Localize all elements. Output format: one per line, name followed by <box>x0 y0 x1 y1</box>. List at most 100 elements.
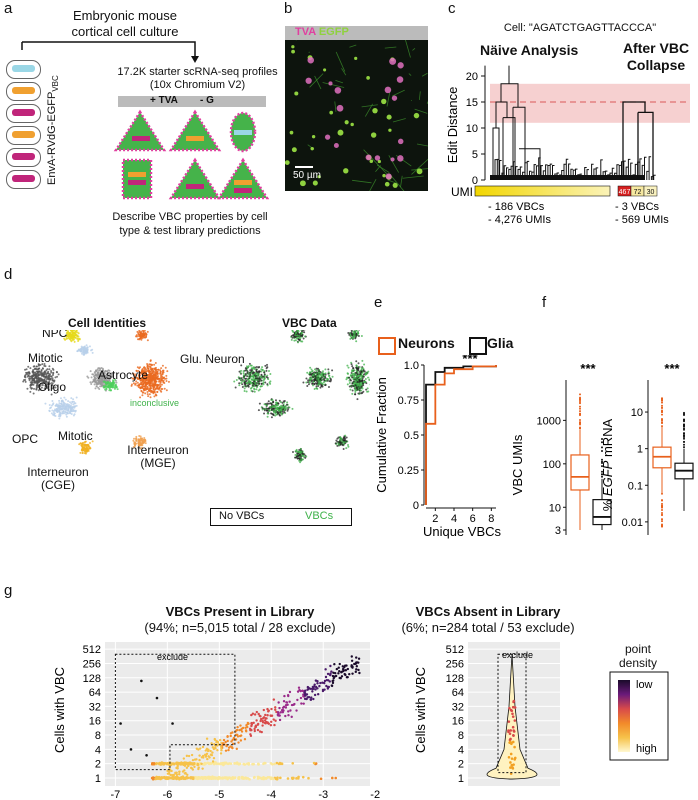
mitotic-cluster <box>58 406 61 409</box>
no-vbc-point <box>245 379 248 382</box>
scatter-point <box>247 722 250 725</box>
y-tick-label: 0 <box>413 500 419 512</box>
neuron-cluster <box>142 334 145 337</box>
vbc-point <box>259 385 262 388</box>
neuron-cluster <box>159 369 162 372</box>
neuron-cluster <box>147 367 150 370</box>
neurite <box>405 40 411 58</box>
vbc-point <box>355 330 358 332</box>
oligo-cluster <box>24 376 27 379</box>
mge-cluster <box>139 435 142 438</box>
neuron-cluster <box>145 379 148 382</box>
dendro-leaf <box>568 163 571 180</box>
scatter-point <box>218 738 222 742</box>
neuron-cluster <box>137 335 140 338</box>
mitotic-cluster <box>85 344 88 347</box>
oligo-cluster <box>38 379 41 382</box>
scatter-point <box>171 773 174 777</box>
egfp-cell <box>310 146 314 151</box>
neuron-cluster <box>156 372 159 375</box>
oligo-cluster <box>24 368 27 371</box>
neurite <box>388 155 399 173</box>
oligo-cluster <box>39 373 42 376</box>
neurite <box>411 158 428 175</box>
scatter-point <box>272 718 275 721</box>
tva-cell <box>390 157 395 162</box>
violin-point <box>513 745 516 749</box>
scatter-point <box>358 671 361 675</box>
astrocyte-cluster <box>111 375 114 378</box>
neuron-cluster <box>143 387 146 390</box>
no-vbc-point <box>357 392 360 395</box>
cge-cluster <box>86 447 89 450</box>
vbc-point <box>349 388 352 391</box>
neuron-cluster <box>154 380 157 383</box>
vbc-tube <box>6 148 41 167</box>
vbc-point <box>318 368 321 371</box>
mge-cluster <box>143 439 146 442</box>
astrocyte-cluster <box>98 373 101 376</box>
mitotic-cluster <box>58 417 61 420</box>
scatter-point <box>247 762 250 765</box>
vbc-point <box>245 381 248 384</box>
vbc-point <box>346 376 349 379</box>
naive-dendrogram <box>492 65 656 180</box>
oligo-cluster <box>26 387 29 390</box>
outlier <box>601 462 603 465</box>
no-vbc-point <box>272 407 275 410</box>
neuron-cluster <box>149 359 152 362</box>
no-vbc-point <box>365 382 368 385</box>
scatter-point <box>236 725 239 729</box>
vbc-point <box>355 382 358 385</box>
vbc-point <box>274 409 277 412</box>
neuron-cluster <box>139 378 142 381</box>
scatter-point <box>330 670 333 673</box>
scatter-point <box>355 656 358 659</box>
astrocyte-cluster <box>108 374 111 377</box>
mitotic-cluster <box>54 415 57 418</box>
astrocyte-cluster <box>95 385 98 388</box>
scatter-point <box>340 675 344 678</box>
scatter-point <box>303 693 307 696</box>
dendro-leaf <box>648 156 652 180</box>
scatter-point <box>348 672 351 676</box>
scatter-point <box>216 741 220 744</box>
legend-low: low <box>636 679 653 691</box>
oligo-cluster <box>48 373 51 376</box>
astrocyte-cluster <box>99 369 102 372</box>
astrocyte-cluster <box>102 373 105 376</box>
scatter-point <box>208 762 211 766</box>
scatter-point <box>340 671 343 674</box>
oligo-cluster <box>24 378 27 381</box>
vbc-point <box>238 384 241 387</box>
neuron-cluster <box>153 373 156 376</box>
vbc-point <box>260 368 263 371</box>
neurite <box>418 91 421 100</box>
npc-cluster <box>77 340 80 343</box>
oligo-cluster <box>35 385 38 388</box>
scatter-point <box>204 776 207 780</box>
vbc-point <box>263 403 266 406</box>
vbc-point <box>267 378 270 381</box>
npc-cluster <box>69 339 72 342</box>
neuron-cluster <box>130 383 133 386</box>
scatter-point <box>241 726 245 730</box>
scatter-point <box>279 711 282 714</box>
no-vbc-point <box>302 381 305 384</box>
vbc-point <box>340 437 343 440</box>
no-vbc-point <box>281 401 284 404</box>
tva-cell <box>396 76 404 83</box>
scatter-point <box>229 732 233 735</box>
no-vbc-point <box>356 381 359 384</box>
mge-cluster <box>133 443 136 446</box>
oligo-cluster <box>48 365 51 368</box>
mitotic-cluster <box>53 413 56 416</box>
oligo-cluster <box>37 384 40 387</box>
scatter-point <box>301 689 304 692</box>
violin-point <box>509 737 512 741</box>
neurons-box <box>570 454 590 491</box>
neuron-cluster <box>141 382 144 385</box>
scatter-point <box>268 776 271 779</box>
dendro-leaf <box>526 160 530 180</box>
neuron-cluster <box>148 371 151 374</box>
